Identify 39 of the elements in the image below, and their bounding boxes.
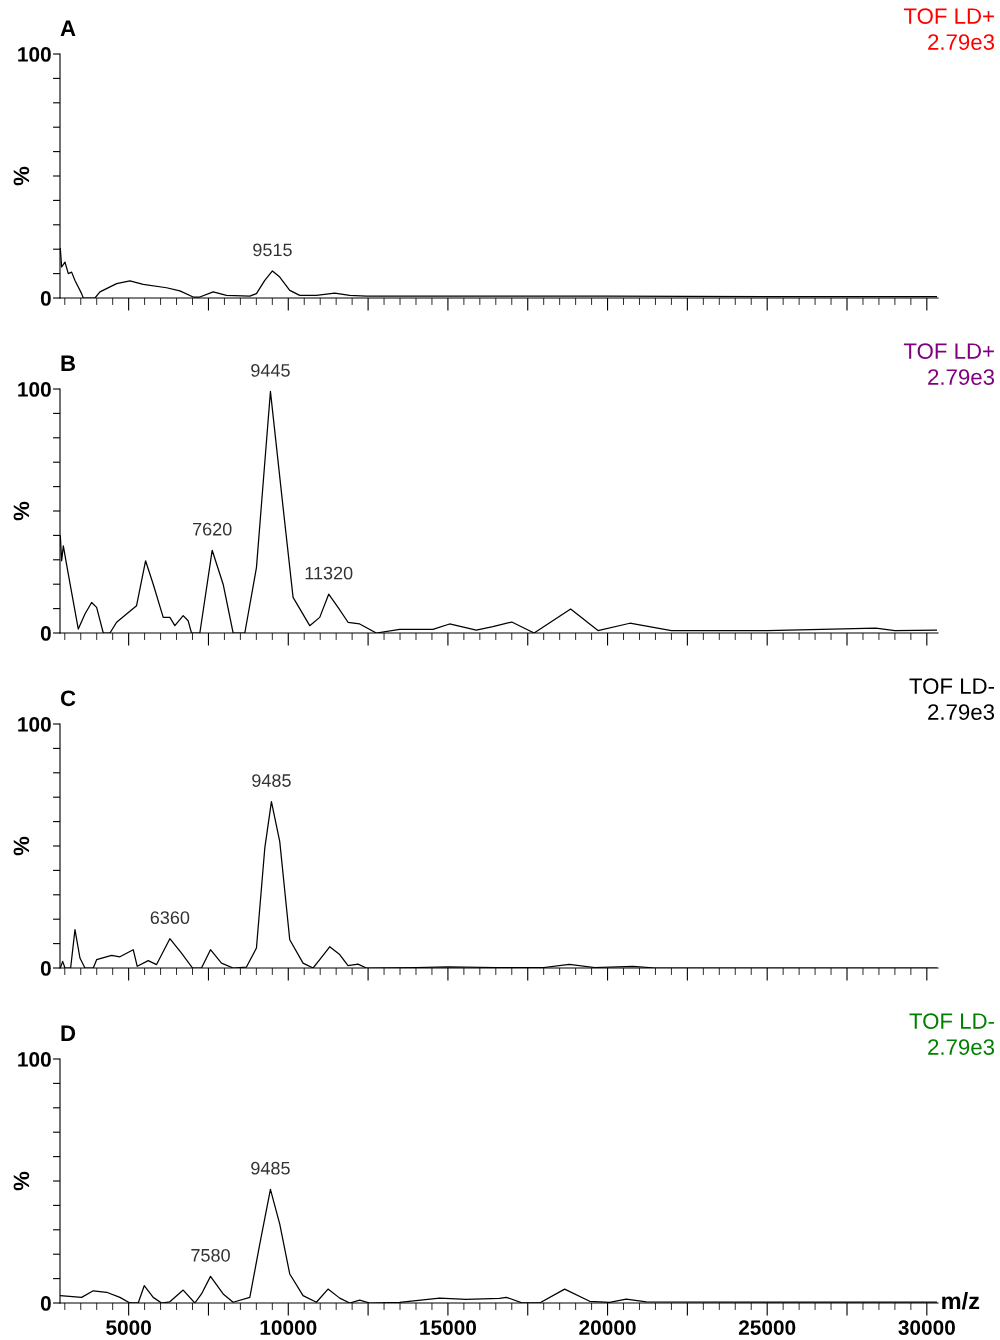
y-axis-title: % bbox=[13, 166, 30, 186]
x-tick-label: 30000 bbox=[898, 1320, 955, 1335]
x-axis-title: m/z bbox=[942, 1291, 980, 1310]
text: TOF LD- bbox=[909, 678, 995, 694]
text: 2.79e3 bbox=[928, 704, 995, 720]
y-tick-label: 100 bbox=[18, 717, 51, 732]
annotation: 9515 bbox=[253, 243, 292, 257]
y-tick-label: 100 bbox=[18, 382, 51, 397]
text: 2.79e3 bbox=[928, 34, 995, 50]
chart-title: D bbox=[61, 1025, 76, 1041]
annotation: 6360 bbox=[150, 911, 190, 925]
y-tick-label: 0 bbox=[40, 1296, 51, 1311]
x-tick-label: 5000 bbox=[106, 1320, 151, 1335]
chart-title: A bbox=[60, 20, 76, 36]
annotation: 9445 bbox=[251, 363, 290, 377]
y-axis-title: % bbox=[13, 1171, 30, 1191]
x-tick-label: 10000 bbox=[260, 1320, 317, 1335]
y-tick-label: 0 bbox=[40, 291, 51, 306]
text: 2.79e3 bbox=[928, 369, 995, 385]
y-tick-label: 0 bbox=[40, 961, 51, 976]
chart-title: C bbox=[60, 690, 76, 707]
text: TOF LD+ bbox=[903, 8, 994, 24]
x-tick-label: 25000 bbox=[738, 1320, 796, 1335]
text: 2.79e3 bbox=[928, 1039, 995, 1055]
annotation: 9485 bbox=[251, 1161, 290, 1175]
chart-title: B bbox=[61, 355, 76, 371]
text: TOF LD- bbox=[909, 1013, 995, 1029]
x-tick-label: 15000 bbox=[420, 1320, 477, 1335]
annotation: 7620 bbox=[193, 522, 232, 536]
x-tick-label: 20000 bbox=[579, 1320, 636, 1335]
y-axis-title: % bbox=[13, 501, 30, 521]
annotation: 11320 bbox=[305, 566, 353, 580]
annotation: 7580 bbox=[191, 1248, 230, 1262]
annotation: 9485 bbox=[252, 774, 291, 787]
text: TOF LD+ bbox=[903, 343, 994, 359]
y-tick-label: 0 bbox=[40, 626, 51, 641]
y-tick-label: 100 bbox=[18, 1052, 51, 1067]
y-tick-label: 100 bbox=[18, 47, 51, 62]
y-axis-title: % bbox=[13, 836, 30, 856]
